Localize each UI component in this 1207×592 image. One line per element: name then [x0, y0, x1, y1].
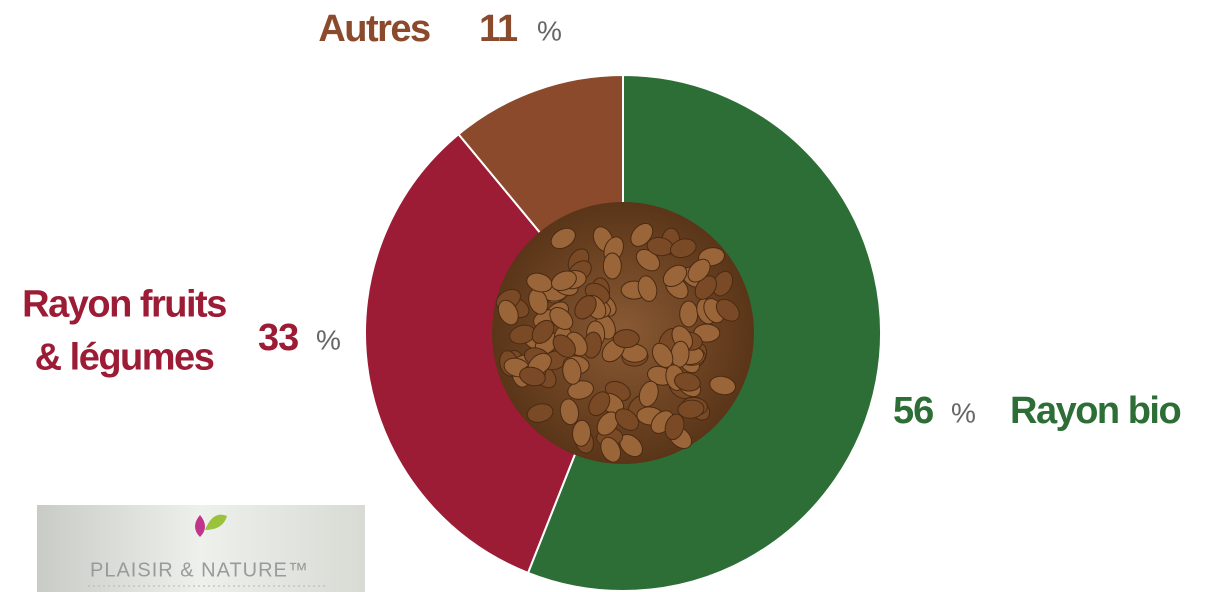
category-label: Autres — [318, 8, 430, 50]
bean — [680, 301, 698, 327]
category-label: Rayon fruits& légumes — [22, 283, 226, 378]
value-label: 33 — [258, 317, 298, 359]
unit-label: % — [537, 15, 562, 46]
value-label: 56 — [893, 390, 933, 432]
unit-label: % — [316, 324, 341, 355]
chart: PLAISIR & NATURE™ Rayon bio 56% Rayon frui… — [0, 0, 1207, 592]
unit-label: % — [951, 397, 976, 428]
page: PLAISIR & NATURE™ Rayon bio 56% Rayon frui… — [0, 0, 1207, 592]
category-label: Rayon bio — [1010, 390, 1180, 432]
bean — [613, 329, 639, 347]
value-label: 11 — [479, 8, 518, 50]
logo-text: PLAISIR & NATURE™ — [90, 559, 309, 581]
logo-photo: PLAISIR & NATURE™ — [37, 505, 365, 592]
bean — [603, 253, 621, 279]
